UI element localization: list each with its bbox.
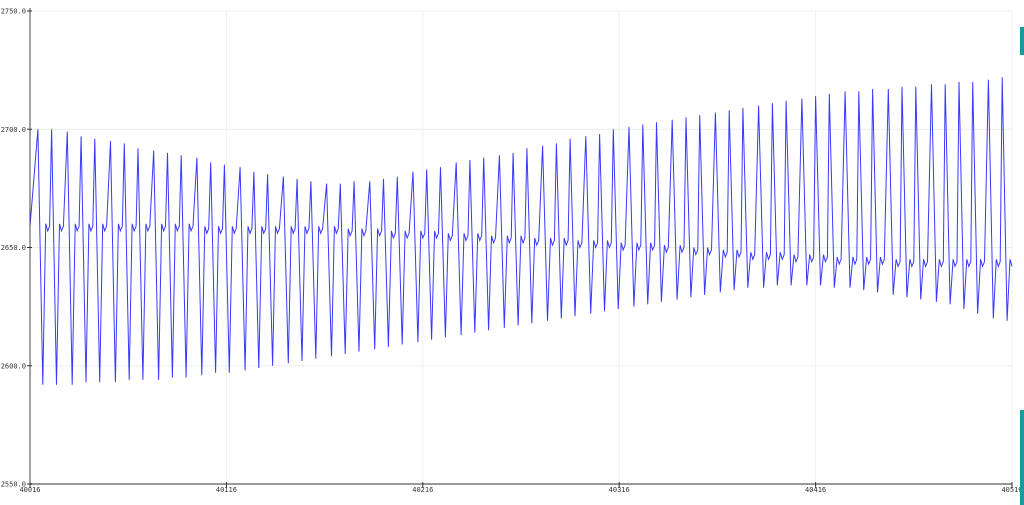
axes [29,8,1012,485]
plot-area [29,77,1013,385]
x-tick-label: 40016 [19,486,40,494]
x-tick-label: 40516 [1001,486,1022,494]
y-tick-label: 2650.0 [1,244,26,252]
scroll-marker-top[interactable] [1020,27,1024,55]
y-tick-label: 2600.0 [1,362,26,370]
y-tick-label: 2750.0 [1,8,26,16]
x-tick-label: 40416 [805,486,826,494]
x-tick-label: 40216 [412,486,433,494]
y-tick-label: 2700.0 [1,126,26,134]
series-line [29,77,1013,385]
x-tick-label: 40316 [609,486,630,494]
y-tick-label: 2550.0 [1,481,26,489]
x-tick-label: 40116 [216,486,237,494]
scroll-marker-bottom[interactable] [1020,410,1024,505]
